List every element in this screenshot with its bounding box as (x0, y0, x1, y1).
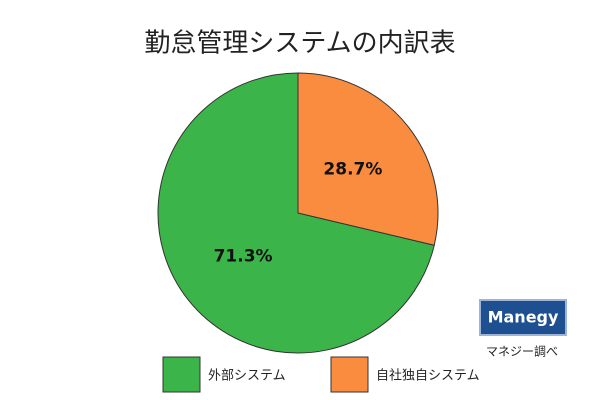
legend-label: 外部システム (208, 369, 286, 384)
legend-swatch (162, 356, 201, 393)
slice-label: 71.3% (214, 246, 273, 266)
legend-label: 自社独自システム (376, 368, 480, 384)
logo-box (479, 299, 567, 336)
chart-title: 勤怠管理システムの内訳表 (144, 29, 455, 59)
logo: Manegy (488, 308, 559, 327)
legend-swatch (330, 356, 369, 393)
source: マネジー調べ (486, 345, 558, 359)
pie-slice (297, 72, 439, 246)
slice-label: 28.7% (323, 160, 382, 180)
pie-slice (157, 72, 435, 354)
